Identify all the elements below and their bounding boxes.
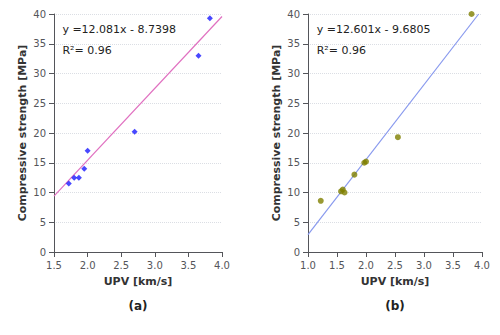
svg-text:y =12.601x - 9.6805: y =12.601x - 9.6805 — [317, 23, 431, 36]
svg-text:Compressive strength [MPa]: Compressive strength [MPa] — [16, 45, 29, 222]
svg-text:5: 5 — [294, 217, 300, 228]
svg-text:4.0: 4.0 — [214, 260, 230, 271]
svg-text:25: 25 — [287, 98, 300, 109]
svg-text:10: 10 — [33, 187, 46, 198]
svg-text:y =12.081x - 8.7398: y =12.081x - 8.7398 — [62, 23, 176, 36]
svg-text:4.0: 4.0 — [474, 260, 490, 271]
svg-text:1.5: 1.5 — [329, 260, 345, 271]
svg-text:(b): (b) — [385, 299, 405, 313]
svg-text:R²= 0.96: R²= 0.96 — [317, 44, 366, 57]
svg-text:0: 0 — [294, 247, 300, 258]
svg-text:1.5: 1.5 — [46, 260, 62, 271]
svg-text:5: 5 — [40, 217, 46, 228]
svg-text:2.0: 2.0 — [358, 260, 374, 271]
svg-text:R²= 0.96: R²= 0.96 — [62, 44, 111, 57]
svg-text:0: 0 — [40, 247, 46, 258]
svg-text:40: 40 — [287, 9, 300, 20]
svg-text:3.0: 3.0 — [147, 260, 163, 271]
svg-text:2.5: 2.5 — [387, 260, 403, 271]
svg-text:3.0: 3.0 — [416, 260, 432, 271]
svg-text:UPV [km/s]: UPV [km/s] — [104, 275, 173, 288]
svg-text:35: 35 — [33, 38, 46, 49]
svg-text:UPV [km/s]: UPV [km/s] — [361, 275, 430, 288]
svg-text:25: 25 — [33, 98, 46, 109]
svg-text:3.5: 3.5 — [445, 260, 461, 271]
svg-text:10: 10 — [287, 187, 300, 198]
svg-text:1.0: 1.0 — [300, 260, 316, 271]
svg-text:2.5: 2.5 — [113, 260, 129, 271]
svg-text:40: 40 — [33, 9, 46, 20]
svg-text:35: 35 — [287, 38, 300, 49]
svg-text:2.0: 2.0 — [80, 260, 96, 271]
svg-text:(a): (a) — [128, 299, 147, 313]
svg-text:20: 20 — [33, 128, 46, 139]
svg-text:15: 15 — [33, 157, 46, 168]
svg-text:3.5: 3.5 — [180, 260, 196, 271]
svg-text:20: 20 — [287, 128, 300, 139]
svg-text:30: 30 — [287, 68, 300, 79]
svg-text:Compressive strength [MPa]: Compressive strength [MPa] — [270, 45, 283, 222]
svg-text:15: 15 — [287, 157, 300, 168]
svg-text:30: 30 — [33, 68, 46, 79]
